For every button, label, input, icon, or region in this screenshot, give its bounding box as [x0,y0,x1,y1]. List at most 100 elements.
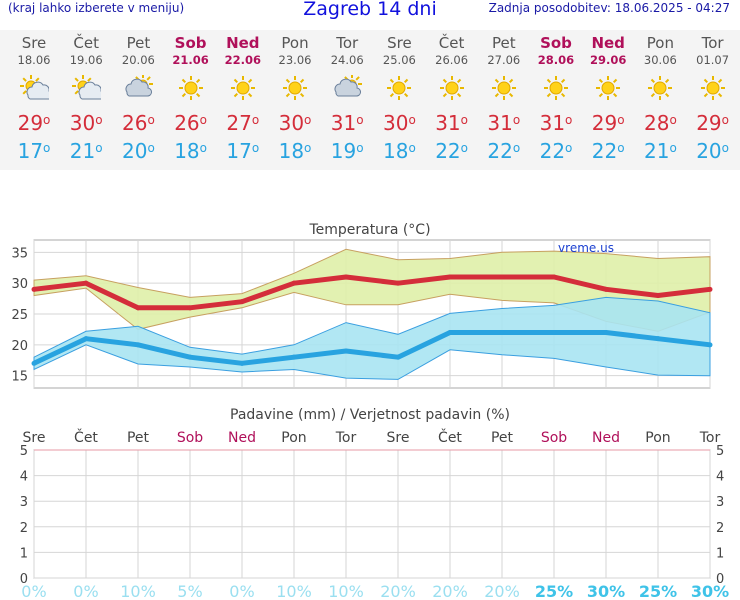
chart-title: Temperatura (°C) [308,222,430,238]
sun-icon [687,75,739,101]
max-temperature-point [447,274,453,280]
max-temperature-point [603,286,609,292]
y-tick-label-right: 3 [716,495,724,510]
day-name: Sre [21,34,47,52]
day-date: 30.06 [643,53,677,67]
max-temperature: 30o [69,111,103,135]
chart-title: Padavine (mm) / Verjetnost padavin (%) [230,407,510,423]
min-temperature: 18o [278,139,312,163]
x-tick-label: Pon [281,430,306,446]
min-temperature-point [447,330,453,335]
cloudy-sun-icon [112,75,164,101]
x-tick-label: Sre [23,430,46,446]
precip-probability: 25% [535,582,573,600]
x-tick-label: Pon [645,430,670,446]
max-temperature-point [707,286,713,292]
max-temperature-range [33,248,711,332]
day-name: Sob [174,34,207,52]
y-tick-label-right: 4 [716,470,724,485]
min-temperature-point [343,348,349,354]
sun-icon [426,75,478,101]
x-tick-label: Pet [127,430,150,446]
y-tick-label: 35 [11,246,28,261]
max-temperature: 31o [435,111,468,135]
y-tick-label: 30 [11,277,28,292]
y-tick-label: 15 [11,370,28,385]
day-name: Čet [73,34,99,52]
day-column: Tor 01.07 29o 20o [687,30,739,164]
precip-probability: 0% [21,582,46,600]
precip-probability: 20% [432,582,468,600]
day-column: Tor 24.06 31o 19o [321,30,373,164]
daily-forecast-strip: Sre 18.06 29o 17o Čet 19.06 30o 21o Pet 20.06 26o 2… [0,30,740,170]
min-temperature-point [499,330,505,335]
max-temperature: 28o [643,111,677,135]
max-temperature-point [291,280,297,286]
sun-icon [373,75,425,101]
x-tick-label: Čet [74,428,98,446]
x-tick-label: Tor [335,430,357,446]
max-temperature-point [655,293,661,298]
day-date: 28.06 [537,53,575,67]
day-name: Sre [387,34,412,52]
day-date: 19.06 [69,53,103,67]
x-tick-label: Sob [177,430,203,446]
y-tick-label: 2 [20,521,28,536]
day-date: 29.06 [589,53,627,67]
y-tick-label: 3 [20,495,28,510]
precip-probability: 30% [691,582,729,600]
day-date: 24.06 [330,53,364,67]
y-tick-label: 25 [11,308,28,323]
precip-probability: 20% [484,582,520,600]
max-temperature: 29o [591,111,625,135]
precip-probability: 0% [73,582,98,600]
x-tick-label: Čet [438,428,462,446]
sun-icon [478,75,530,101]
x-tick-label: Pet [491,430,514,446]
day-date: 25.06 [382,53,416,67]
min-temperature: 18o [382,139,416,163]
min-temperature-point [291,354,297,360]
min-temperature: 19o [330,139,364,163]
day-date: 18.06 [17,53,51,67]
y-tick-label-right: 1 [716,546,724,561]
day-column: Ned 22.06 27o 17o [217,30,269,164]
min-temperature: 20o [121,139,155,163]
max-temperature-point [395,280,401,286]
x-tick-label: Sre [387,430,410,446]
page-title: Zagreb 14 dni [303,0,437,20]
day-column: Čet 19.06 30o 21o [60,30,112,164]
day-name: Tor [336,34,359,52]
sun-icon [634,75,686,101]
max-temperature-point [343,274,349,280]
location-menu-note[interactable]: (kraj lahko izberete v meniju) [8,1,185,15]
sun-icon [582,75,634,101]
min-temperature: 20o [696,139,729,163]
day-name: Tor [701,34,724,52]
precip-probability: 30% [587,582,625,600]
min-temperature: 22o [435,139,468,163]
day-date: 27.06 [487,53,521,67]
max-temperature: 26o [174,111,207,135]
max-temperature: 30o [278,111,312,135]
min-temperature-point [395,354,401,360]
max-temperature: 31o [330,111,364,135]
min-temperature-point [239,360,245,366]
day-name: Pet [126,34,151,52]
day-name: Pon [281,34,309,52]
min-temperature: 18o [174,139,207,163]
max-temperature-point [83,280,89,286]
partly-cloudy-icon [60,75,112,101]
day-column: Ned 29.06 29o 22o [582,30,634,164]
partly-cloudy-icon [8,75,60,101]
precip-probability: 5% [177,582,202,600]
max-temperature-point [31,286,37,292]
sun-icon [269,75,321,101]
day-column: Pon 23.06 30o 18o [269,30,321,164]
day-name: Sob [540,34,572,52]
min-temperature: 22o [487,139,521,163]
max-temperature: 29o [696,111,729,135]
y-tick-label: 4 [20,470,28,485]
day-column: Pet 20.06 26o 20o [112,30,164,164]
x-tick-label: Sob [541,430,567,446]
